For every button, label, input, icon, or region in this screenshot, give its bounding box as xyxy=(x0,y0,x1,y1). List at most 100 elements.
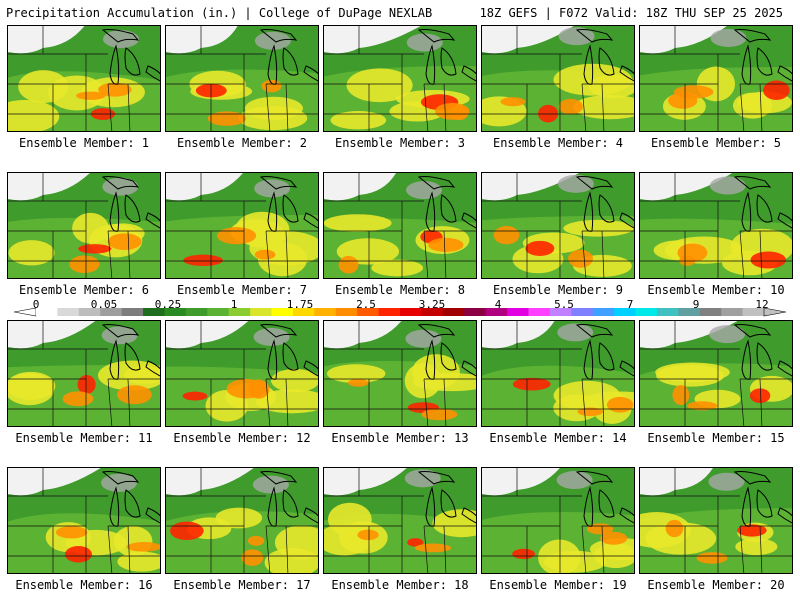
chart-title: Precipitation Accumulation (in.) | Colle… xyxy=(6,6,433,20)
low-precip-area xyxy=(482,173,580,201)
heavy-precip-area xyxy=(563,219,634,237)
scale-tick-label: 0.25 xyxy=(154,298,182,311)
low-precip-area xyxy=(640,321,738,349)
precip-map xyxy=(482,321,634,426)
very-heavy-precip-area xyxy=(241,549,264,566)
scale-swatch xyxy=(678,308,701,316)
ensemble-panel xyxy=(165,467,319,574)
heavy-precip-area xyxy=(655,362,730,383)
trace-precip-area xyxy=(103,30,140,49)
scale-swatch xyxy=(400,308,422,316)
precip-map xyxy=(166,26,318,131)
trace-precip-area xyxy=(102,177,139,196)
ensemble-panel xyxy=(165,172,319,279)
ensemble-panel xyxy=(323,172,477,279)
ensemble-member-label: Ensemble Member: 8 xyxy=(334,283,466,297)
scale-swatch xyxy=(185,308,208,316)
ensemble-member-label: Ensemble Member: 16 xyxy=(15,578,153,592)
low-precip-area xyxy=(640,468,713,496)
scale-swatch xyxy=(378,308,401,316)
scale-swatch xyxy=(250,308,273,316)
precip-map xyxy=(640,173,792,278)
ensemble-panel xyxy=(481,320,635,427)
very-heavy-precip-area xyxy=(107,233,142,250)
low-precip-area xyxy=(640,26,727,54)
very-heavy-precip-area xyxy=(558,98,583,115)
valid-time: 18Z GEFS | F072 Valid: 18Z THU SEP 25 20… xyxy=(479,6,783,20)
trace-precip-area xyxy=(709,325,746,344)
ensemble-member-label: Ensemble Member: 20 xyxy=(647,578,785,592)
heavy-precip-area xyxy=(8,240,55,266)
ensemble-panel xyxy=(7,172,161,279)
very-heavy-precip-area xyxy=(98,82,132,97)
scale-swatch xyxy=(614,308,637,316)
trace-precip-area xyxy=(254,31,291,50)
trace-precip-area xyxy=(405,329,442,348)
state-borders xyxy=(482,173,634,278)
state-borders xyxy=(166,468,318,573)
heavy-precip-area xyxy=(330,111,387,130)
low-precip-area xyxy=(324,468,407,496)
low-precip-area xyxy=(166,26,238,54)
great-lakes-outline xyxy=(101,176,160,232)
ensemble-panel xyxy=(639,172,793,279)
ensemble-member-label: Ensemble Member: 17 xyxy=(173,578,311,592)
low-precip-area xyxy=(640,173,733,201)
scale-tick-label: 7 xyxy=(626,298,634,311)
scale-swatch xyxy=(121,308,144,316)
ensemble-member-label: Ensemble Member: 18 xyxy=(331,578,469,592)
ensemble-panel xyxy=(165,25,319,132)
very-heavy-precip-area xyxy=(64,545,92,563)
scale-swatch xyxy=(507,308,529,316)
heavy-precip-area xyxy=(543,550,607,573)
trace-precip-area xyxy=(558,27,595,46)
ensemble-member-label: Ensemble Member: 15 xyxy=(647,431,785,445)
very-heavy-precip-area xyxy=(763,80,790,100)
scale-tick-label: 5.5 xyxy=(554,298,574,311)
precip-map xyxy=(8,173,160,278)
scale-swatch xyxy=(335,308,358,316)
scale-swatch xyxy=(721,308,744,316)
ensemble-member-label: Ensemble Member: 7 xyxy=(176,283,308,297)
very-heavy-precip-area xyxy=(338,255,359,274)
very-heavy-precip-area xyxy=(568,249,593,268)
trace-precip-area xyxy=(556,471,593,490)
ensemble-panel xyxy=(165,320,319,427)
very-heavy-precip-area xyxy=(117,385,152,405)
very-heavy-precip-area xyxy=(428,237,464,252)
scale-swatch xyxy=(292,308,315,316)
great-lakes-outline xyxy=(259,176,318,232)
ensemble-panel xyxy=(639,467,793,574)
heavy-precip-area xyxy=(244,96,303,121)
ensemble-member-label: Ensemble Member: 19 xyxy=(489,578,627,592)
heavy-precip-area xyxy=(588,74,634,99)
ensemble-panel xyxy=(481,172,635,279)
precip-map xyxy=(640,468,792,573)
very-heavy-precip-area xyxy=(207,111,247,126)
scale-swatch xyxy=(164,308,187,316)
scale-swatch xyxy=(271,308,294,316)
scale-tick-label: 4 xyxy=(494,298,502,311)
ensemble-panel xyxy=(323,25,477,132)
great-lakes-outline xyxy=(733,324,792,380)
very-heavy-precip-area xyxy=(672,385,690,405)
very-heavy-precip-area xyxy=(686,401,718,411)
great-lakes-outline xyxy=(575,176,634,232)
color-scale-bar xyxy=(13,307,787,317)
very-heavy-precip-area xyxy=(421,408,458,421)
very-heavy-precip-area xyxy=(512,548,535,560)
ensemble-member-label: Ensemble Member: 6 xyxy=(18,283,150,297)
scale-swatch xyxy=(78,308,101,316)
heavy-precip-area xyxy=(8,371,56,400)
very-heavy-precip-area xyxy=(217,227,257,245)
great-lakes-outline xyxy=(417,471,476,527)
low-precip-area xyxy=(324,173,397,201)
ensemble-member-label: Ensemble Member: 11 xyxy=(15,431,153,445)
scale-swatch xyxy=(699,308,722,316)
heavy-precip-area xyxy=(264,548,318,573)
heavy-precip-area xyxy=(8,99,60,131)
great-lakes-outline xyxy=(733,176,792,232)
state-borders xyxy=(8,173,160,278)
trace-precip-area xyxy=(254,179,291,198)
state-borders xyxy=(166,321,318,426)
